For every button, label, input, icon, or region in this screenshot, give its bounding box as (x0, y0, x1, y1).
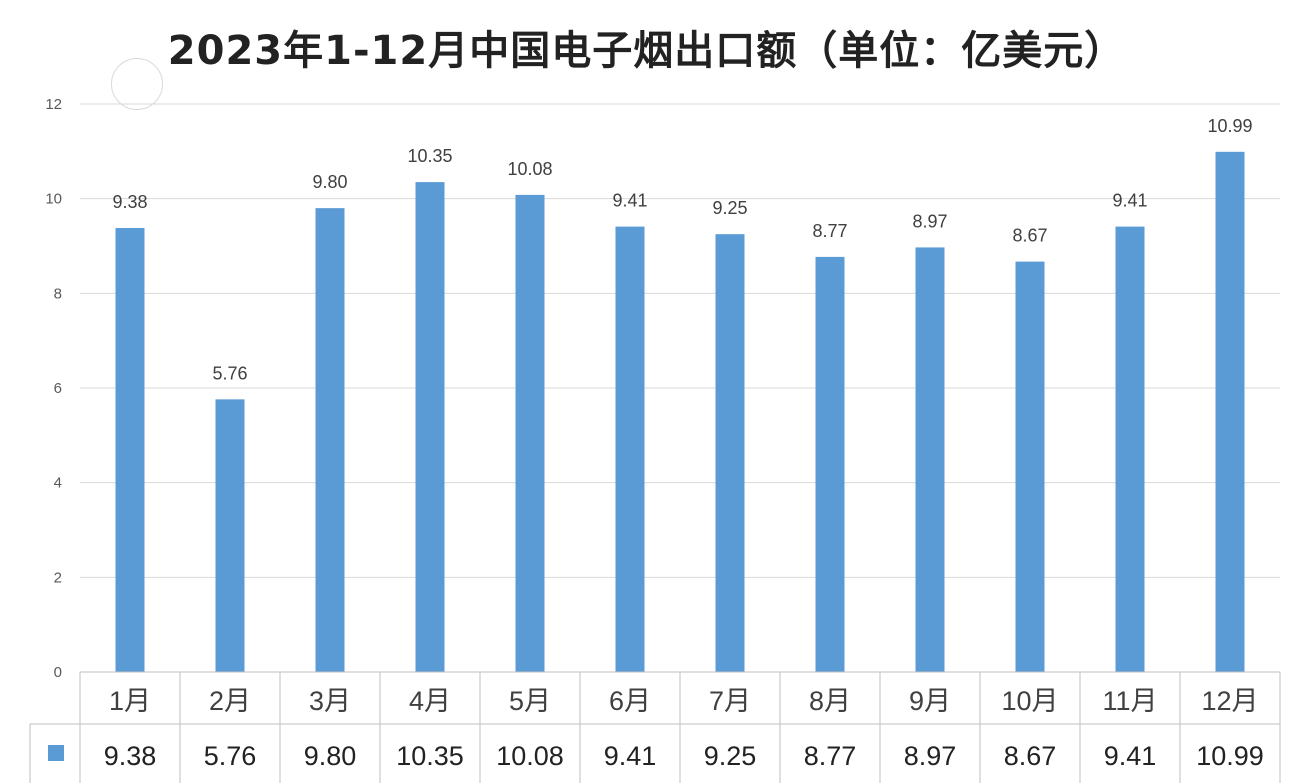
y-tick-label: 4 (54, 475, 62, 492)
data-label: 9.41 (1112, 191, 1147, 211)
data-label: 5.76 (212, 363, 247, 383)
category-label: 8月 (809, 686, 851, 716)
category-label: 12月 (1201, 686, 1258, 716)
table-value: 10.99 (1196, 741, 1264, 771)
data-label: 9.38 (112, 192, 147, 212)
y-tick-label: 8 (54, 285, 62, 302)
data-label: 10.08 (507, 159, 552, 179)
data-label: 8.67 (1012, 226, 1047, 246)
category-label: 6月 (609, 686, 651, 716)
category-label: 11月 (1102, 686, 1157, 716)
bar (115, 228, 145, 672)
y-tick-label: 2 (54, 569, 62, 586)
table-value: 8.77 (804, 741, 857, 771)
bar (515, 194, 545, 672)
bar (1115, 226, 1145, 673)
category-label: 9月 (909, 686, 951, 716)
table-value: 10.35 (396, 741, 464, 771)
table-value: 8.97 (904, 741, 957, 771)
data-label: 9.25 (712, 198, 747, 218)
table-value: 8.67 (1004, 741, 1057, 771)
y-tick-label: 12 (45, 96, 62, 113)
y-tick-label: 0 (54, 664, 62, 681)
table-value: 9.80 (304, 741, 357, 771)
chart-title: 2023年1-12月中国电子烟出口额（单位：亿美元） (167, 28, 1126, 74)
category-label: 10月 (1001, 686, 1058, 716)
category-label: 1月 (109, 686, 151, 716)
data-label: 10.99 (1207, 116, 1252, 136)
category-label: 5月 (509, 686, 551, 716)
data-label: 9.80 (312, 172, 347, 192)
bar (915, 247, 945, 673)
table-value: 9.25 (704, 741, 757, 771)
category-label: 7月 (709, 686, 751, 716)
legend-key (48, 745, 64, 761)
bar (215, 399, 245, 672)
category-label: 3月 (309, 686, 351, 716)
table-value: 5.76 (204, 741, 257, 771)
y-tick-label: 10 (45, 191, 62, 208)
bar (415, 182, 445, 672)
table-value: 10.08 (496, 741, 564, 771)
data-label: 10.35 (407, 146, 452, 166)
y-tick-label: 6 (54, 380, 62, 397)
table-value: 9.41 (1104, 741, 1157, 771)
table-value: 9.41 (604, 741, 657, 771)
bar (1215, 151, 1245, 673)
data-label: 8.77 (812, 221, 847, 241)
bar (815, 256, 845, 672)
bar (1015, 261, 1045, 672)
bar (715, 234, 745, 672)
circle-mark (111, 58, 163, 110)
data-label: 8.97 (912, 211, 947, 231)
category-label: 2月 (209, 686, 251, 716)
data-label: 9.41 (612, 191, 647, 211)
category-label: 4月 (409, 686, 451, 716)
bar (615, 226, 645, 673)
bar (315, 208, 345, 672)
table-value: 9.38 (104, 741, 157, 771)
